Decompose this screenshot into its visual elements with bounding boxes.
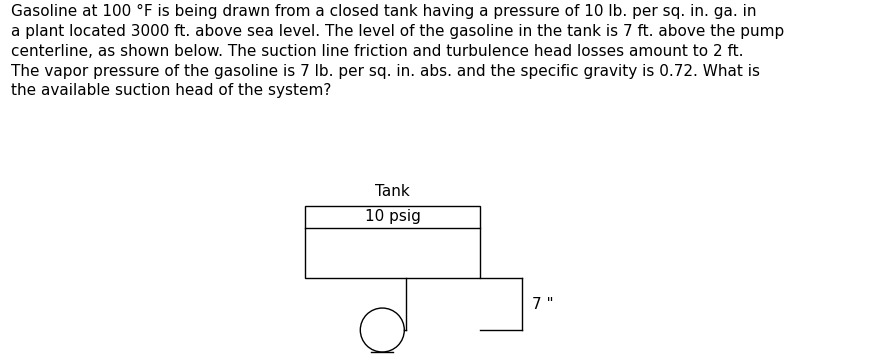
Text: 10 psig: 10 psig — [364, 209, 420, 224]
Text: Gasoline at 100 °F is being drawn from a closed tank having a pressure of 10 lb.: Gasoline at 100 °F is being drawn from a… — [11, 4, 784, 98]
Text: 7 ": 7 " — [531, 296, 553, 311]
Bar — [304, 206, 480, 278]
Text: Tank: Tank — [374, 184, 410, 199]
Circle shape — [360, 308, 403, 352]
